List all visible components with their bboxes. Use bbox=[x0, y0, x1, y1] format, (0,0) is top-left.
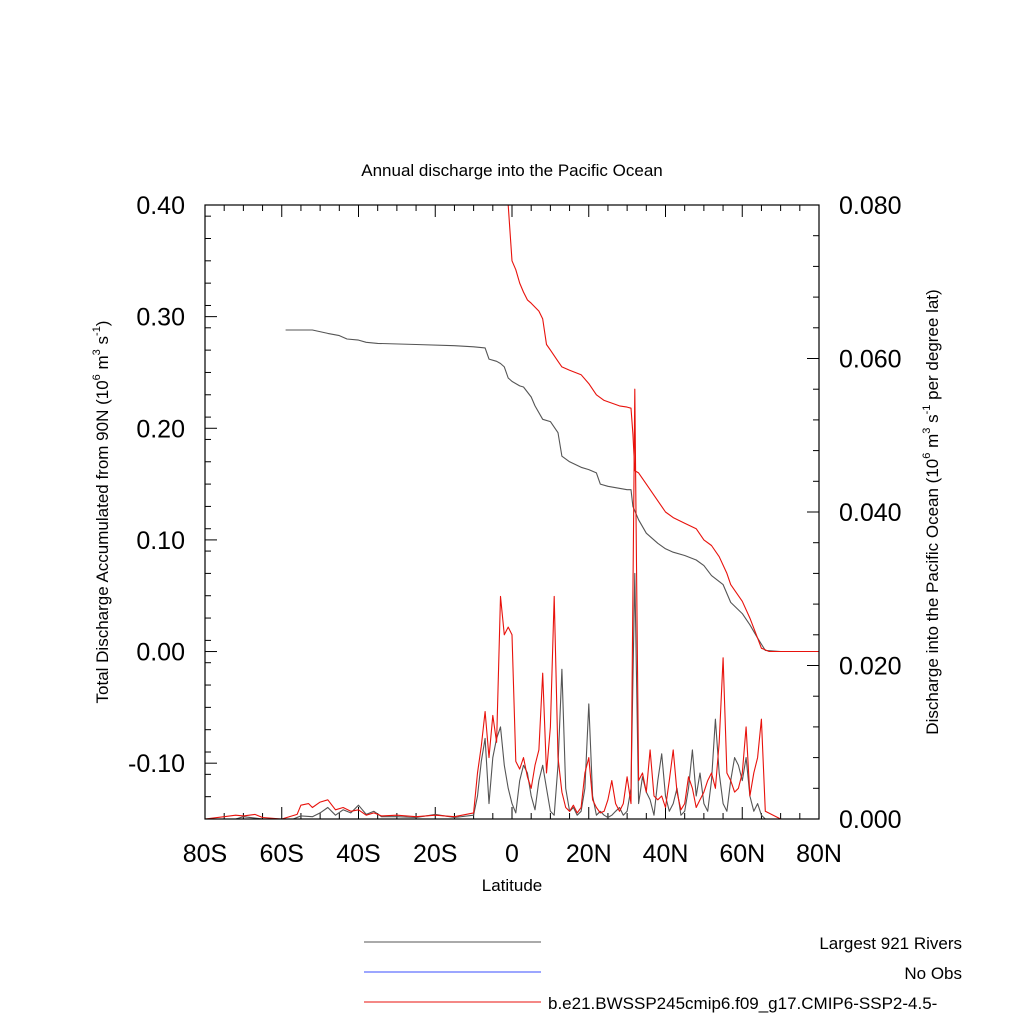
model-accumulated-line bbox=[507, 204, 819, 653]
y-left-tick-label: 0.10 bbox=[136, 527, 185, 555]
y-right-tick-label: 0.000 bbox=[839, 806, 902, 834]
x-axis-label: Latitude bbox=[482, 876, 543, 895]
plot-frame bbox=[204, 204, 820, 820]
y-left-axis-label: Total Discharge Accumulated from 90N (10… bbox=[91, 321, 112, 704]
y-right-axis-label: Discharge into the Pacific Ocean (106 m3… bbox=[921, 289, 942, 734]
x-tick-label: 40S bbox=[336, 840, 380, 868]
axis-ticks bbox=[204, 204, 820, 820]
x-tick-label: 0 bbox=[505, 840, 519, 868]
y-right-tick-label: 0.040 bbox=[839, 499, 902, 527]
legend-label: b.e21.BWSSP245cmip6.f09_g17.CMIP6-SSP2-4… bbox=[548, 994, 937, 1013]
legend-label: No Obs bbox=[904, 964, 962, 983]
y-left-tick-label: 0.20 bbox=[136, 415, 185, 443]
y-left-tick-labels: 0.40 0.30 0.20 0.10 0.00 -0.10 bbox=[128, 192, 185, 778]
legend: Largest 921 Rivers No Obs b.e21.BWSSP245cm… bbox=[364, 934, 962, 1013]
x-tick-label: 40N bbox=[643, 840, 689, 868]
model-per_degree-line bbox=[204, 388, 819, 820]
y-right-tick-labels: 0.080 0.060 0.040 0.020 0.000 bbox=[839, 192, 902, 834]
y-right-tick-label: 0.060 bbox=[839, 346, 902, 374]
y-right-tick-label: 0.080 bbox=[839, 192, 902, 220]
x-tick-label: 60S bbox=[260, 840, 304, 868]
series-group bbox=[204, 204, 819, 820]
legend-label: Largest 921 Rivers bbox=[819, 934, 962, 953]
x-tick-label: 20N bbox=[566, 840, 612, 868]
y-left-tick-label: 0.40 bbox=[136, 192, 185, 220]
x-tick-label: 80S bbox=[183, 840, 227, 868]
y-left-tick-label: 0.00 bbox=[136, 639, 185, 667]
y-left-tick-label: 0.30 bbox=[136, 304, 185, 332]
largest-rivers-accumulated-line bbox=[285, 329, 819, 653]
x-tick-labels: 80S 60S 40S 20S 0 20N 40N 60N 80N bbox=[183, 840, 842, 868]
largest-rivers-per_degree-line bbox=[205, 572, 819, 820]
x-tick-label: 80N bbox=[796, 840, 842, 868]
x-tick-label: 20S bbox=[413, 840, 457, 868]
y-right-tick-label: 0.020 bbox=[839, 653, 902, 681]
chart-title: Annual discharge into the Pacific Ocean bbox=[361, 161, 662, 180]
x-tick-label: 60N bbox=[719, 840, 765, 868]
y-left-tick-label: -0.10 bbox=[128, 750, 185, 778]
